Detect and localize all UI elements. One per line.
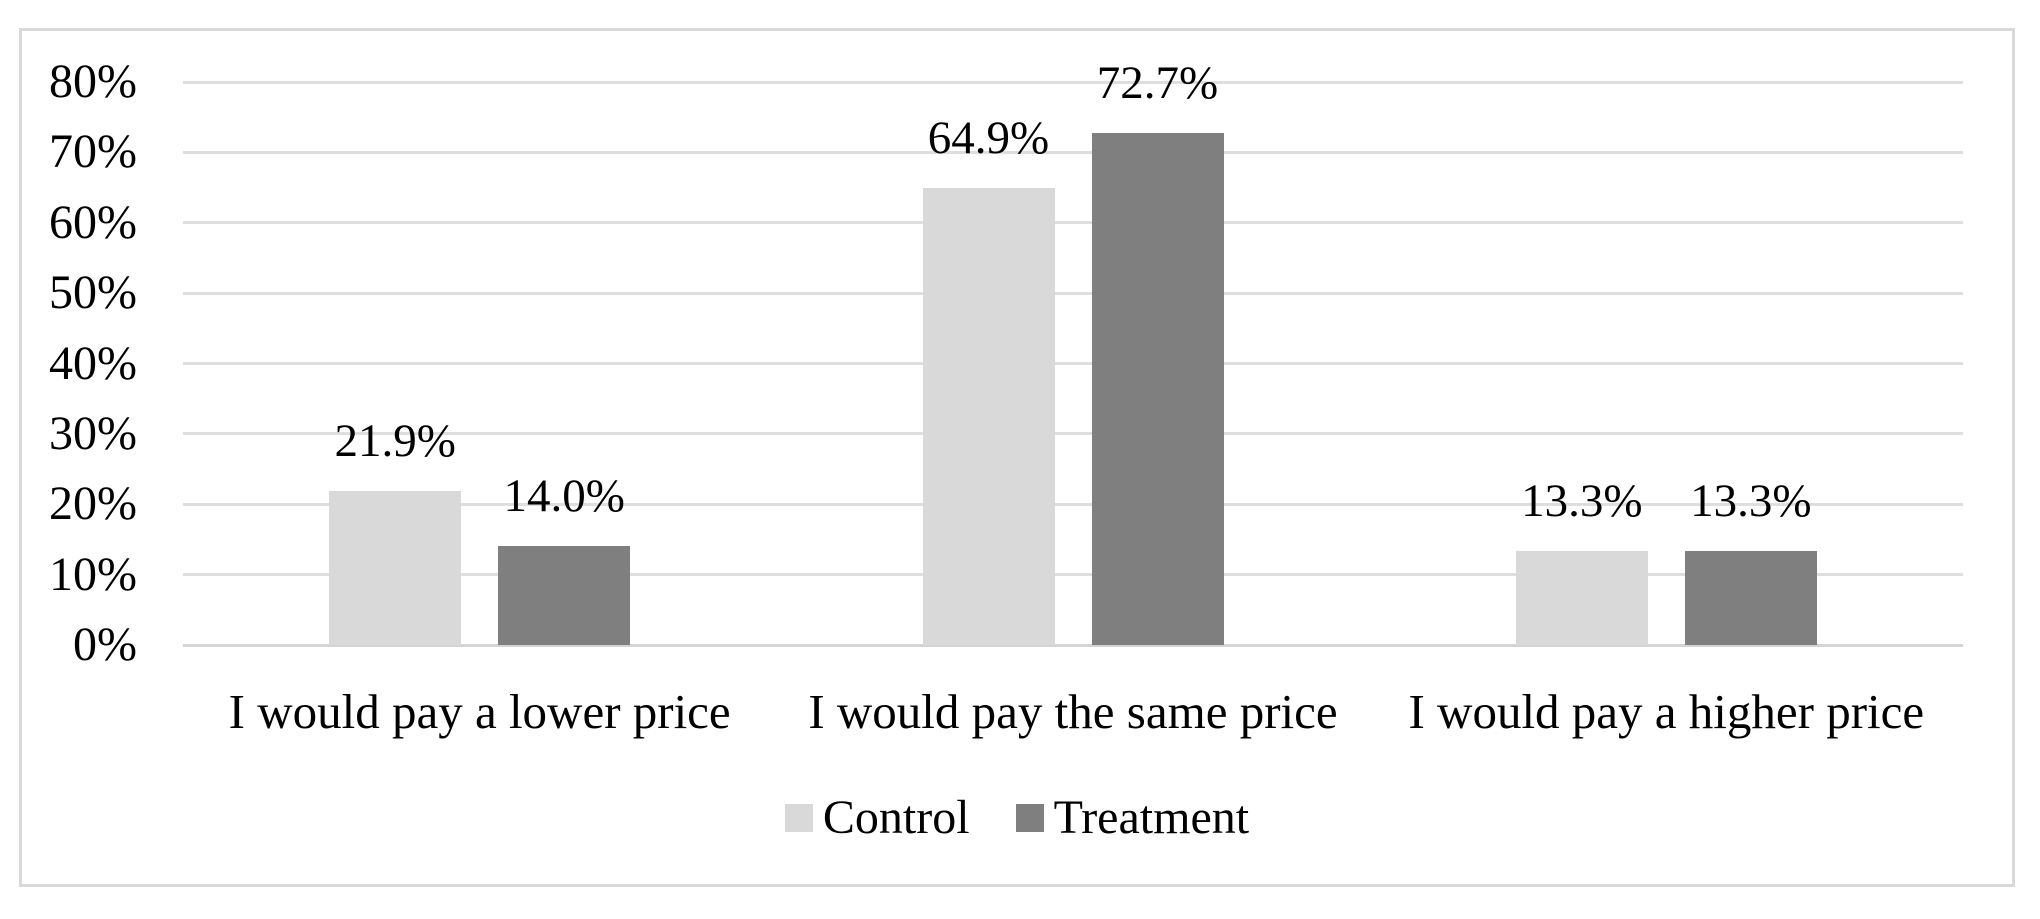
data-label-treatment-2: 13.3% (1690, 475, 1812, 528)
gridline (183, 573, 1963, 577)
y-axis-tick-label: 10% (49, 547, 137, 601)
y-axis-tick-label: 60% (49, 195, 137, 249)
y-axis-tick-label: 70% (49, 125, 137, 179)
legend-label-control: Control (822, 791, 970, 844)
data-label-control-1: 64.9% (927, 112, 1050, 165)
bar-treatment-0 (498, 546, 631, 645)
y-axis-tick-label: 0% (73, 618, 137, 671)
data-label-treatment-1: 72.7% (1096, 57, 1219, 110)
bar-treatment-2 (1684, 551, 1817, 645)
legend-item-control: Control (784, 790, 970, 846)
y-axis-tick-label: 30% (49, 406, 137, 460)
gridline (183, 221, 1963, 225)
gridline (183, 502, 1963, 506)
x-axis-line (183, 643, 1963, 647)
y-axis-tick-label: 20% (49, 477, 137, 531)
bar-treatment-1 (1091, 133, 1224, 645)
legend-item-treatment: Treatment (1015, 790, 1250, 846)
data-label-treatment-0: 14.0% (503, 470, 625, 523)
data-label-control-2: 13.3% (1521, 475, 1643, 528)
gridline (183, 150, 1963, 154)
bar-control-1 (922, 188, 1055, 645)
legend-label-treatment: Treatment (1053, 791, 1250, 844)
legend: Control Treatment (19, 788, 2015, 848)
category-label-1: I would pay the same price (808, 684, 1338, 739)
y-axis-tick-label: 40% (49, 336, 137, 390)
gridline (183, 291, 1963, 295)
legend-swatch-treatment (1015, 804, 1044, 832)
gridline (183, 362, 1963, 365)
gridline (183, 80, 1963, 84)
category-label-0: I would pay a lower price (228, 684, 731, 739)
legend-swatch-control (784, 804, 813, 832)
y-axis-tick-label: 50% (49, 266, 137, 320)
category-label-2: I would pay a higher price (1408, 684, 1925, 739)
bar-control-0 (329, 490, 462, 645)
y-axis-tick-label: 80% (49, 55, 137, 108)
bar-control-2 (1515, 551, 1648, 645)
gridline (183, 432, 1963, 436)
data-label-control-0: 21.9% (334, 414, 456, 467)
